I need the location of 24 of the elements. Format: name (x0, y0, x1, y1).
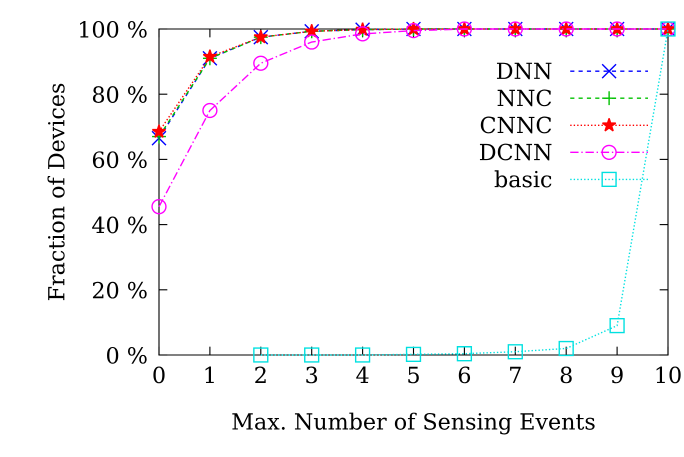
x-tick-label: 3 (306, 366, 318, 384)
y-tick-label: 100 % (80, 20, 147, 38)
y-tick-label: 80 % (92, 86, 147, 103)
y-tick-label: 60 % (92, 151, 147, 168)
x-tick-label: 0 (153, 366, 165, 384)
x-tick-label: 7 (510, 366, 521, 383)
legend-label: NNC (498, 89, 552, 106)
legend-label: CNNC (480, 116, 552, 134)
x-tick-label: 6 (458, 366, 470, 384)
x-tick-label: 1 (206, 366, 214, 383)
y-tick-label: 40 % (92, 216, 147, 234)
x-tick-label: 9 (611, 366, 623, 384)
legend-label: basic (494, 170, 552, 188)
x-tick-label: 2 (255, 366, 266, 383)
legend-label: DCNN (480, 144, 552, 160)
y-tick-label: 0 % (107, 346, 147, 364)
y-axis-title: Fraction of Devices (47, 84, 65, 300)
y-tick-label: 20 % (92, 282, 147, 299)
x-axis-title: Max. Number of Sensing Events (232, 412, 595, 434)
legend-label: DNN (496, 62, 552, 80)
x-tick-label: 8 (560, 366, 572, 384)
x-tick-label: 4 (356, 366, 369, 383)
x-tick-label: 10 (656, 366, 681, 384)
x-tick-label: 5 (408, 366, 419, 384)
